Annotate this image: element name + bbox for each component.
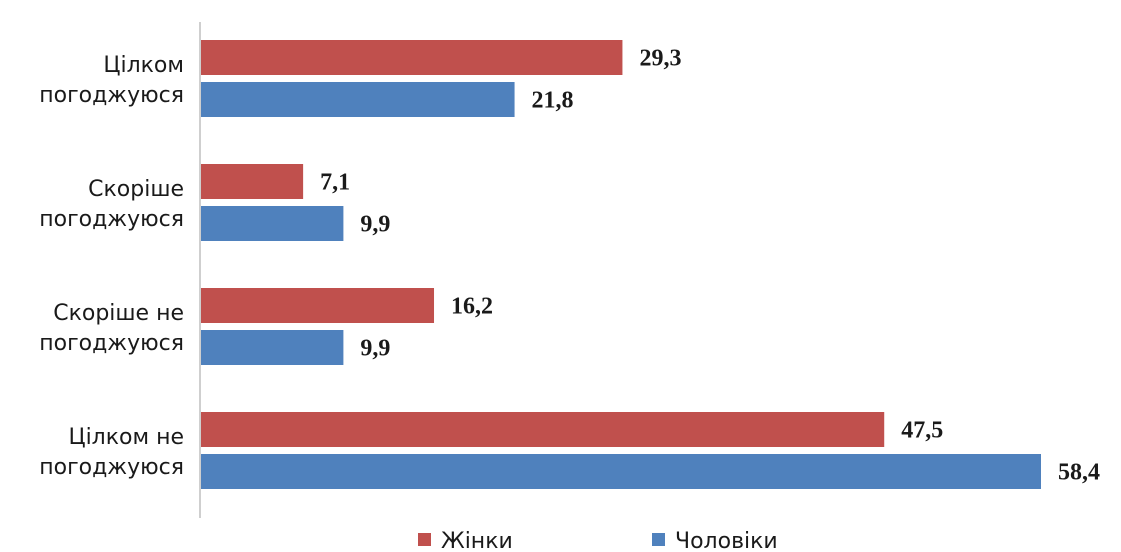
data-label-women-1: 7,1 (320, 170, 350, 196)
data-label-men-1: 9,9 (360, 212, 390, 238)
data-label-men-0: 21,8 (532, 88, 574, 114)
bar-men-2 (201, 330, 344, 365)
category-label-3-line-0: Цілком не (68, 425, 184, 450)
category-label-0-line-1: погоджуюся (39, 83, 184, 108)
bar-women-2 (201, 288, 435, 323)
bar-women-3 (201, 412, 885, 447)
category-label-1-line-1: погоджуюся (39, 207, 184, 232)
data-label-men-2: 9,9 (360, 336, 390, 362)
bar-women-0 (201, 40, 623, 75)
data-label-women-3: 47,5 (901, 418, 943, 444)
bar-men-0 (201, 82, 515, 117)
legend-label-men: Чоловіки (675, 529, 778, 552)
value-labels: 29,3 21,8 7,1 9,9 16,2 9,9 47,5 58,4 (320, 46, 1100, 486)
data-label-women-0: 29,3 (639, 46, 681, 72)
category-label-2-line-0: Скоріше не (53, 301, 184, 326)
data-label-men-3: 58,4 (1058, 460, 1100, 486)
bar-men-3 (201, 454, 1041, 489)
bar-men-1 (201, 206, 344, 241)
data-label-women-2: 16,2 (451, 294, 493, 320)
category-label-3-line-1: погоджуюся (39, 455, 184, 480)
category-label-1-line-0: Скоріше (88, 177, 184, 202)
bar-women-1 (201, 164, 304, 199)
category-labels: Цілком погоджуюся Скоріше погоджуюся Скоріше… (39, 53, 184, 480)
category-label-2-line-1: погоджуюся (39, 331, 184, 356)
legend-swatch-women (418, 533, 431, 546)
legend: Жінки Чоловіки (418, 529, 778, 552)
category-label-0-line-0: Цілком (103, 53, 184, 78)
legend-swatch-men (652, 533, 665, 546)
legend-label-women: Жінки (441, 529, 513, 552)
bars (201, 40, 1041, 489)
